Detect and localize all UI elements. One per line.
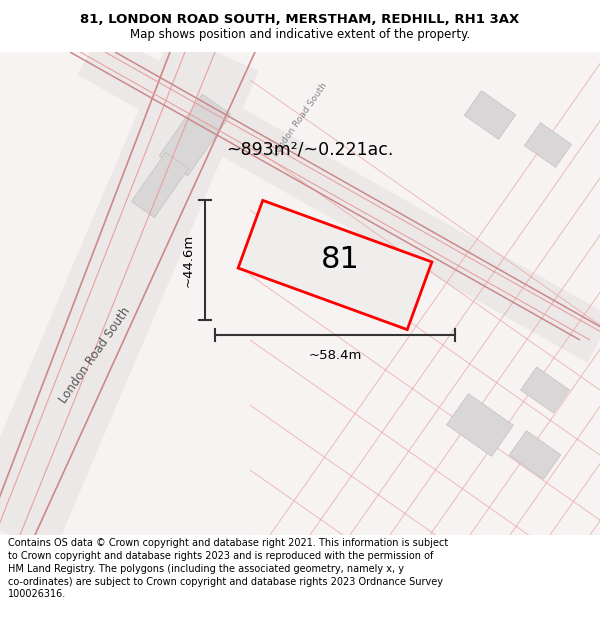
- Polygon shape: [464, 91, 516, 139]
- Polygon shape: [159, 94, 231, 176]
- Text: 81: 81: [320, 246, 359, 274]
- Polygon shape: [509, 431, 561, 479]
- Text: ~893m²/~0.221ac.: ~893m²/~0.221ac.: [226, 141, 394, 159]
- Polygon shape: [131, 152, 188, 218]
- Text: London Road South: London Road South: [57, 304, 133, 406]
- Text: London Road South: London Road South: [271, 81, 329, 159]
- Polygon shape: [238, 201, 432, 329]
- Text: Contains OS data © Crown copyright and database right 2021. This information is : Contains OS data © Crown copyright and d…: [8, 538, 448, 599]
- Text: Map shows position and indicative extent of the property.: Map shows position and indicative extent…: [130, 28, 470, 41]
- Polygon shape: [524, 122, 572, 168]
- Text: ~58.4m: ~58.4m: [308, 349, 362, 362]
- Polygon shape: [0, 34, 259, 554]
- Polygon shape: [77, 29, 600, 362]
- Text: ~44.6m: ~44.6m: [182, 233, 195, 287]
- Polygon shape: [446, 394, 514, 456]
- Text: 81, LONDON ROAD SOUTH, MERSTHAM, REDHILL, RH1 3AX: 81, LONDON ROAD SOUTH, MERSTHAM, REDHILL…: [80, 13, 520, 26]
- Polygon shape: [521, 367, 569, 413]
